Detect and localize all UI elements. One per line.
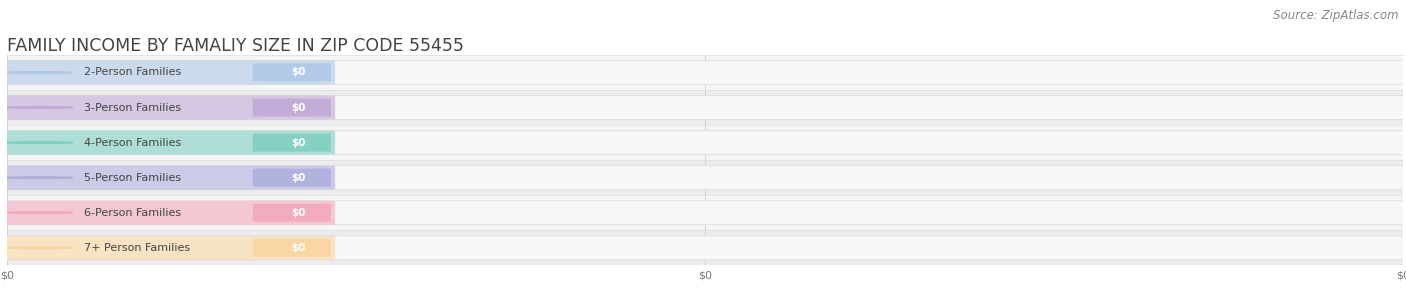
FancyBboxPatch shape [0, 60, 335, 84]
FancyBboxPatch shape [0, 95, 335, 120]
FancyBboxPatch shape [253, 99, 330, 117]
Bar [7, 230, 1403, 265]
Bar [7, 55, 1403, 90]
Text: 2-Person Families: 2-Person Families [84, 67, 181, 77]
Text: 6-Person Families: 6-Person Families [84, 208, 181, 218]
Text: $0: $0 [291, 173, 307, 183]
Circle shape [6, 212, 73, 214]
Text: FAMILY INCOME BY FAMALIY SIZE IN ZIP CODE 55455: FAMILY INCOME BY FAMALIY SIZE IN ZIP COD… [7, 37, 464, 55]
Text: 7+ Person Families: 7+ Person Families [84, 243, 190, 253]
Text: $0: $0 [291, 67, 307, 77]
FancyBboxPatch shape [253, 134, 330, 152]
Text: $0: $0 [291, 208, 307, 218]
Circle shape [6, 142, 73, 143]
Text: 5-Person Families: 5-Person Families [84, 173, 181, 183]
FancyBboxPatch shape [253, 204, 330, 222]
Text: 3-Person Families: 3-Person Families [84, 102, 181, 113]
Text: $0: $0 [291, 102, 307, 113]
Text: $0: $0 [291, 243, 307, 253]
Circle shape [6, 177, 73, 178]
FancyBboxPatch shape [0, 131, 335, 155]
Circle shape [6, 72, 73, 73]
FancyBboxPatch shape [0, 236, 1406, 260]
FancyBboxPatch shape [253, 169, 330, 187]
FancyBboxPatch shape [0, 95, 1406, 120]
FancyBboxPatch shape [0, 201, 1406, 225]
FancyBboxPatch shape [0, 236, 335, 260]
FancyBboxPatch shape [0, 131, 1406, 155]
Bar [7, 125, 1403, 160]
Bar [7, 90, 1403, 125]
Text: Source: ZipAtlas.com: Source: ZipAtlas.com [1274, 9, 1399, 22]
FancyBboxPatch shape [0, 201, 335, 225]
Circle shape [6, 107, 73, 108]
Bar [7, 160, 1403, 195]
Circle shape [6, 247, 73, 249]
FancyBboxPatch shape [253, 239, 330, 257]
Bar [7, 195, 1403, 230]
FancyBboxPatch shape [0, 166, 1406, 190]
Text: 4-Person Families: 4-Person Families [84, 138, 181, 148]
FancyBboxPatch shape [253, 63, 330, 81]
FancyBboxPatch shape [0, 166, 335, 190]
Text: $0: $0 [291, 138, 307, 148]
FancyBboxPatch shape [0, 60, 1406, 84]
